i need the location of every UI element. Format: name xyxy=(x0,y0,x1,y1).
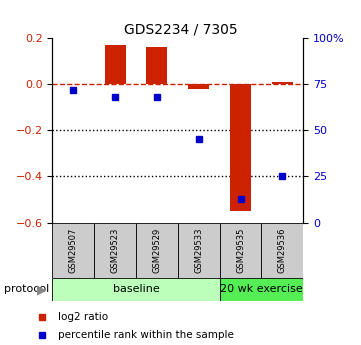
Text: log2 ratio: log2 ratio xyxy=(58,312,108,322)
Text: protocol: protocol xyxy=(4,284,49,294)
Text: GSM29536: GSM29536 xyxy=(278,228,287,273)
Text: percentile rank within the sample: percentile rank within the sample xyxy=(58,330,234,340)
Text: GDS2234 / 7305: GDS2234 / 7305 xyxy=(124,22,237,37)
Bar xyxy=(188,84,209,89)
FancyBboxPatch shape xyxy=(136,223,178,278)
FancyBboxPatch shape xyxy=(219,278,303,301)
FancyBboxPatch shape xyxy=(219,223,261,278)
Text: baseline: baseline xyxy=(113,284,159,294)
Bar xyxy=(230,84,251,211)
Text: ▶: ▶ xyxy=(37,283,46,296)
Bar xyxy=(105,45,126,84)
Bar xyxy=(147,47,168,84)
FancyBboxPatch shape xyxy=(52,223,94,278)
Text: GSM29507: GSM29507 xyxy=(69,228,78,273)
Bar xyxy=(272,82,293,84)
Text: GSM29535: GSM29535 xyxy=(236,228,245,273)
Text: 20 wk exercise: 20 wk exercise xyxy=(220,284,303,294)
FancyBboxPatch shape xyxy=(178,223,219,278)
FancyBboxPatch shape xyxy=(52,278,219,301)
Text: GSM29529: GSM29529 xyxy=(152,228,161,273)
Text: GSM29533: GSM29533 xyxy=(194,228,203,273)
FancyBboxPatch shape xyxy=(261,223,303,278)
FancyBboxPatch shape xyxy=(94,223,136,278)
Text: GSM29523: GSM29523 xyxy=(110,228,119,273)
